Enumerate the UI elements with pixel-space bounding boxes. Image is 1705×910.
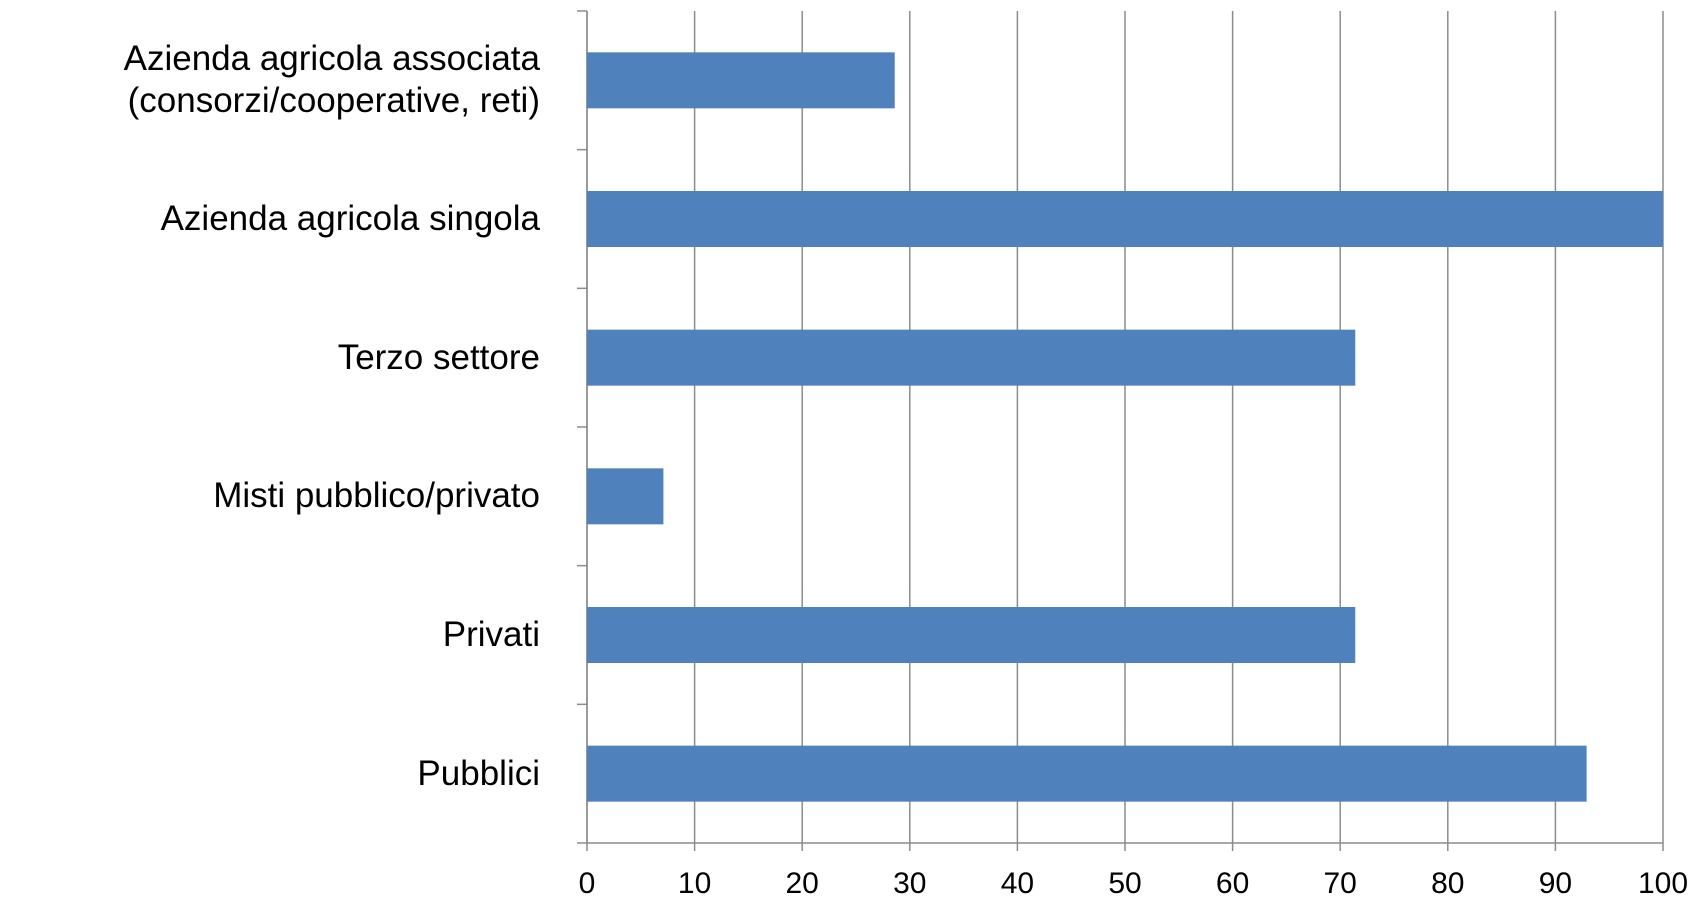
y-tick-label: Pubblici — [417, 753, 540, 793]
x-tick-label: 80 — [1431, 867, 1464, 900]
x-tick-label: 90 — [1539, 867, 1572, 900]
x-tick-label: 30 — [893, 867, 926, 900]
y-tick-label: Azienda agricola associata (consorzi/coo… — [123, 39, 540, 121]
bar — [587, 52, 895, 109]
x-tick-label: 60 — [1216, 867, 1249, 900]
x-tick-label: 70 — [1324, 867, 1357, 900]
bar — [587, 329, 1356, 386]
bar — [587, 191, 1663, 247]
y-tick-label: Privati — [442, 615, 540, 654]
x-tick-label: 0 — [579, 867, 596, 900]
y-tick-label: Azienda agricola singola — [160, 199, 540, 238]
x-tick-label: 40 — [1001, 867, 1034, 900]
bar — [587, 607, 1356, 663]
y-tick-label: Misti pubblico/privato — [213, 476, 540, 516]
bar — [587, 468, 664, 525]
x-tick-label: 10 — [678, 867, 711, 900]
x-tick-label: 20 — [786, 867, 819, 900]
bar — [587, 745, 1587, 802]
x-tick-label: 100 — [1638, 867, 1688, 900]
x-tick-label: 50 — [1108, 867, 1141, 900]
y-tick-label: Terzo settore — [337, 337, 540, 377]
